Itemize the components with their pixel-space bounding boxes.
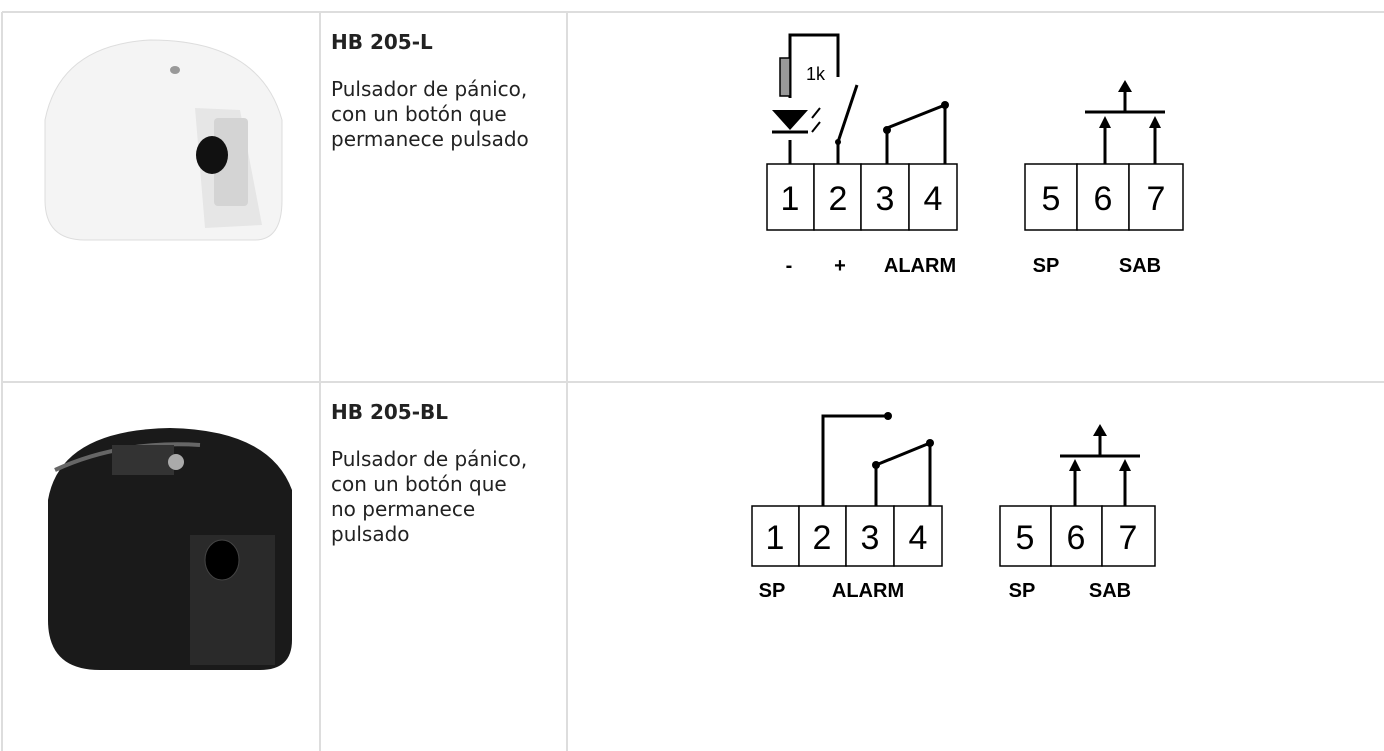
- product-photo-black: [48, 428, 292, 670]
- terminal: 1: [766, 519, 785, 557]
- terminal-label: SP: [1009, 580, 1036, 602]
- terminal-label: SP: [1033, 255, 1060, 277]
- product-name: HB 205-L: [331, 30, 433, 54]
- terminal: 4: [924, 180, 943, 218]
- terminal: 1: [781, 180, 800, 218]
- terminal: 5: [1016, 519, 1035, 557]
- terminal: 6: [1067, 519, 1086, 557]
- terminal: 7: [1147, 180, 1166, 218]
- terminal: 4: [909, 519, 928, 557]
- terminal: 3: [861, 519, 880, 557]
- product-cell: HB 205-BL Pulsador de pánico, con un bot…: [331, 400, 536, 547]
- product-description: Pulsador de pánico, con un botón que no …: [331, 447, 528, 546]
- terminal-label: SP: [759, 580, 786, 602]
- terminal: 3: [876, 180, 895, 218]
- terminal: 5: [1042, 180, 1061, 218]
- terminal: 7: [1119, 519, 1138, 557]
- table-grid: [1, 11, 1384, 751]
- product-description: Pulsador de pánico, con un botón que per…: [331, 77, 529, 151]
- terminal: 2: [813, 519, 832, 557]
- terminal-label: +: [834, 255, 846, 277]
- terminal: 6: [1094, 180, 1113, 218]
- terminal-label: ALARM: [832, 580, 904, 602]
- terminal-label: -: [786, 255, 793, 277]
- wiring-diagram-1: 1k 1 2 3 4 5 6 7 - + ALARM SP SAB: [766, 33, 1184, 277]
- terminal-label: ALARM: [884, 255, 956, 277]
- product-cell: HB 205-L Pulsador de pánico, con un botó…: [331, 30, 536, 152]
- product-name: HB 205-BL: [331, 400, 448, 424]
- terminal-label: SAB: [1089, 580, 1131, 602]
- terminal: 2: [829, 180, 848, 218]
- wiring-diagram-2: 1 2 3 4 5 6 7 SP ALARM SP SAB: [751, 412, 1156, 602]
- product-photo-white: [44, 39, 283, 241]
- resistor-label: 1k: [806, 64, 826, 84]
- terminal-label: SAB: [1119, 255, 1161, 277]
